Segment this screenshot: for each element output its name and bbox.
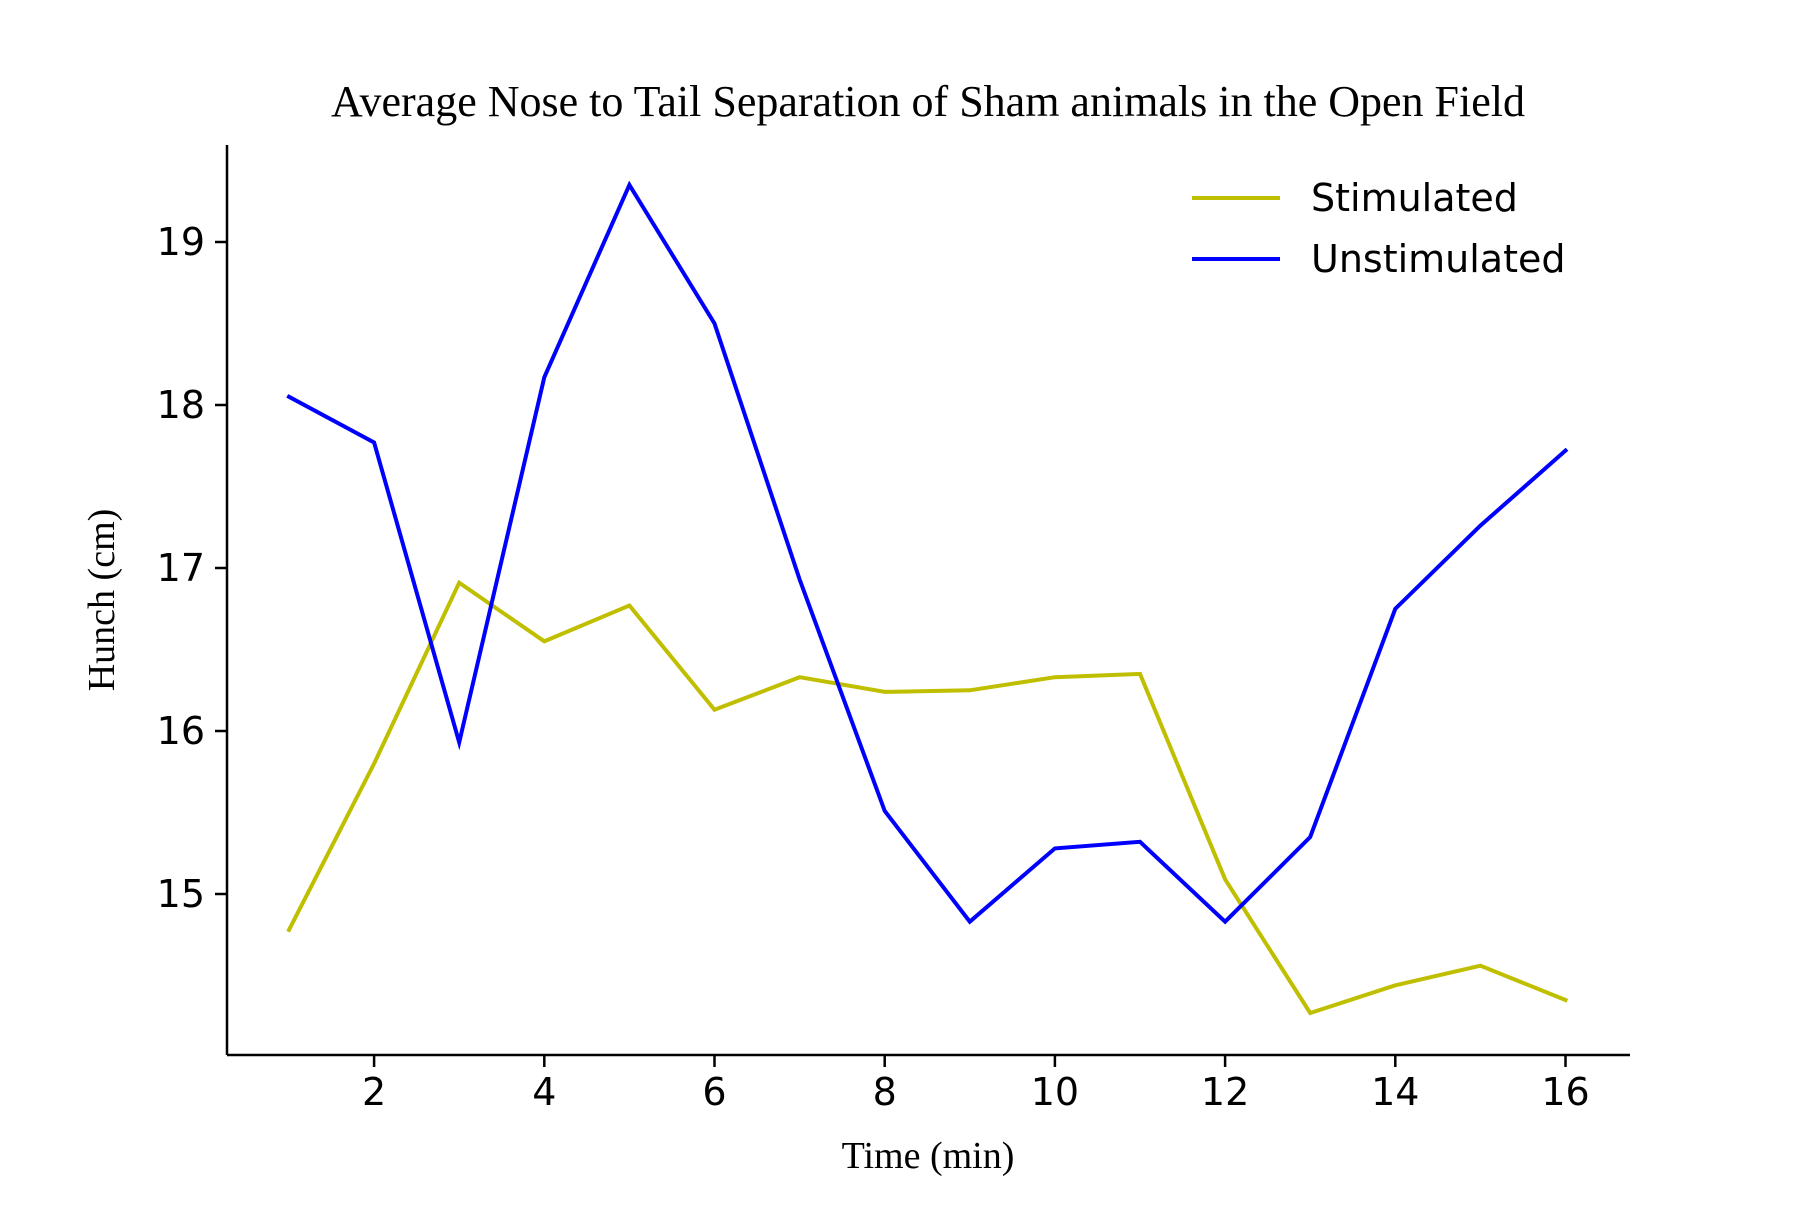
x-axis-label: Time (min) xyxy=(842,1135,1015,1177)
x-tick-label: 10 xyxy=(1031,1070,1079,1114)
series-line-unstimulated xyxy=(286,180,1569,925)
y-axis-label: Hunch (cm) xyxy=(81,509,123,692)
x-tick-label: 14 xyxy=(1371,1070,1419,1114)
x-tick-label: 12 xyxy=(1201,1070,1249,1114)
y-tick-label: 19 xyxy=(157,220,205,264)
legend: Stimulated Unstimulated xyxy=(1192,176,1566,281)
x-tick-label: 4 xyxy=(532,1070,556,1114)
legend-label-stimulated: Stimulated xyxy=(1311,176,1518,220)
y-tick-label: 16 xyxy=(157,709,205,753)
series-line-stimulated xyxy=(286,579,1569,1016)
axes: 2 4 6 8 10 12 14 16 15 16 17 18 19 xyxy=(157,145,1630,1114)
y-tick-label: 17 xyxy=(157,546,205,590)
x-tick-label: 2 xyxy=(362,1070,386,1114)
chart-title: Average Nose to Tail Separation of Sham … xyxy=(331,77,1525,126)
series-layer xyxy=(286,180,1569,1016)
x-tick-label: 8 xyxy=(873,1070,897,1114)
x-tick-label: 6 xyxy=(702,1070,726,1114)
y-tick-label: 18 xyxy=(157,383,205,427)
x-tick-label: 16 xyxy=(1541,1070,1589,1114)
legend-label-unstimulated: Unstimulated xyxy=(1311,237,1566,281)
y-tick-label: 15 xyxy=(157,872,205,916)
